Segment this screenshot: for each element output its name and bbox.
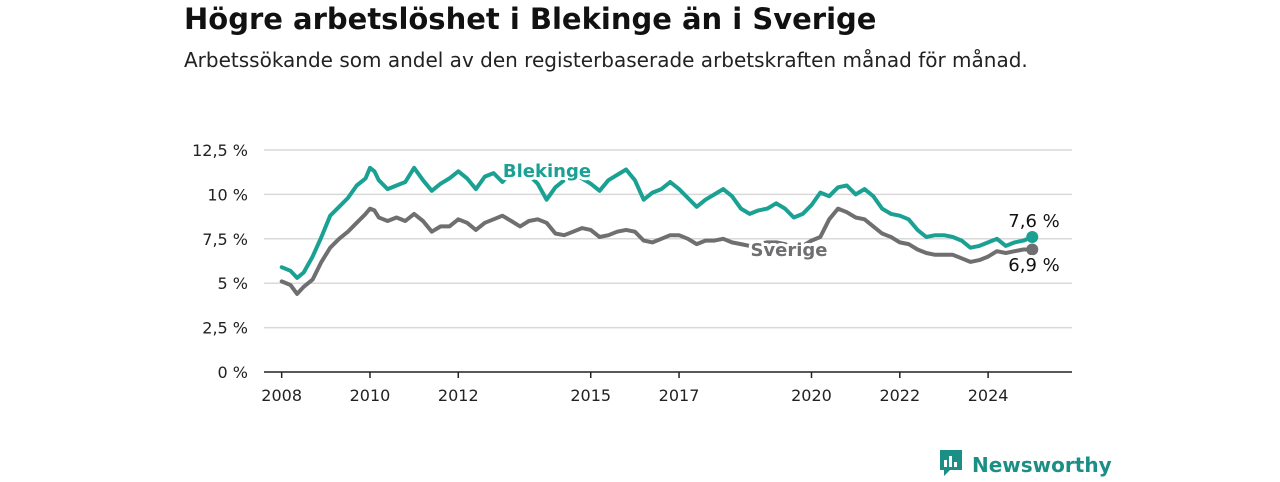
y-axis-tick-labels: 0 % 2,5 % 5 % 7,5 % 10 % 12,5 % [192, 141, 248, 382]
end-point-blekinge [1026, 231, 1039, 244]
x-tick-label: 2024 [968, 386, 1009, 405]
gridlines [264, 149, 1072, 329]
x-tick-label: 2010 [350, 386, 391, 405]
brand-name: Newsworthy [972, 453, 1112, 477]
y-tick-label: 5 % [218, 274, 248, 293]
x-axis: 2008 2010 2012 2015 2017 2020 2022 2024 [261, 371, 1072, 405]
series-label-sverige: Sverige [750, 240, 827, 261]
x-tick-label: 2017 [659, 386, 700, 405]
end-label-blekinge: 7,6 % [1008, 211, 1059, 232]
series-labels: Blekinge Sverige 7,6 % 6,9 % [500, 158, 1063, 279]
end-point-sverige [1026, 243, 1039, 256]
x-tick-label: 2015 [570, 386, 611, 405]
chart-title: Högre arbetslöshet i Blekinge än i Sveri… [184, 2, 877, 36]
series-line-sverige [279, 206, 1035, 296]
y-tick-label: 0 % [218, 363, 248, 382]
x-tick-label: 2008 [261, 386, 302, 405]
y-tick-label: 10 % [207, 185, 248, 204]
chart-subtitle: Arbetssökande som andel av den registerb… [184, 48, 1028, 72]
series-label-blekinge: Blekinge [503, 161, 591, 182]
y-tick-label: 2,5 % [202, 319, 248, 338]
x-tick-label: 2022 [879, 386, 920, 405]
brand-logo: Newsworthy [938, 448, 1112, 482]
y-tick-label: 12,5 % [192, 141, 248, 160]
end-label-sverige: 6,9 % [1008, 255, 1059, 276]
series-lines [279, 165, 1039, 296]
series-line-blekinge [279, 165, 1035, 280]
newsworthy-logo-icon [938, 448, 964, 482]
y-tick-label: 7,5 % [202, 230, 248, 249]
x-tick-label: 2012 [438, 386, 479, 405]
x-tick-label: 2020 [791, 386, 832, 405]
